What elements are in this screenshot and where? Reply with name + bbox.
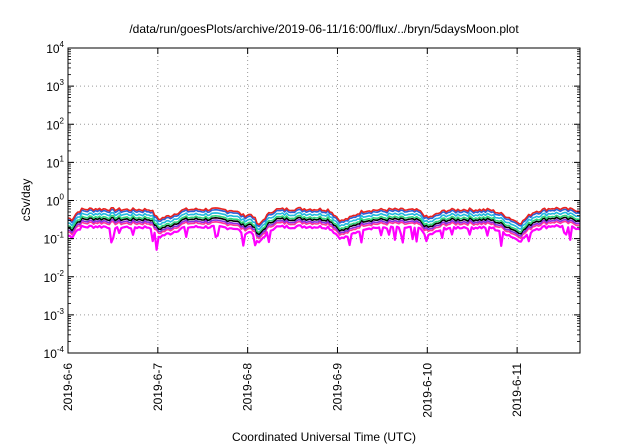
y-tick-label: 100: [46, 193, 64, 209]
plot-frame: [67, 47, 581, 354]
y-tick-label: 10-3: [44, 307, 65, 323]
y-tick-label: 10-2: [44, 269, 65, 285]
y-tick-label: 10-1: [44, 231, 65, 247]
series-line-cyan: [67, 211, 581, 231]
y-ticks: 10-4 10-3 10-2 10-1 100 101 102 103 104: [44, 40, 580, 361]
x-tick-label: 2019-6-8: [241, 363, 255, 411]
y-tick-label: 103: [46, 78, 64, 94]
x-ticks: 2019-6-6 2019-6-7 2019-6-8 2019-6-9 2019-6-1…: [61, 48, 524, 418]
chart-title: /data/run/goesPlots/archive/2019-06-11/1…: [129, 22, 519, 36]
x-tick-label: 2019-6-6: [61, 363, 75, 411]
x-tick-label: 2019-6-11: [510, 363, 524, 417]
x-tick-label: 2019-6-7: [151, 363, 165, 411]
x-axis-label: Coordinated Universal Time (UTC): [232, 430, 416, 444]
y-tick-label: 102: [46, 116, 64, 132]
grid: [68, 48, 580, 353]
y-tick-label: 10-4: [44, 345, 65, 361]
x-tick-label: 2019-6-10: [420, 363, 434, 418]
y-axis-label: cSv/day: [19, 179, 33, 222]
series-line-purple: [67, 218, 581, 238]
x-tick-label: 2019-6-9: [330, 363, 344, 411]
series-layer: [67, 206, 581, 251]
series-line-green: [67, 214, 581, 234]
y-tick-label: 104: [46, 40, 64, 56]
series-line-red: [67, 206, 581, 226]
series-line-magenta: [67, 224, 581, 251]
y-tick-label: 101: [46, 154, 64, 170]
